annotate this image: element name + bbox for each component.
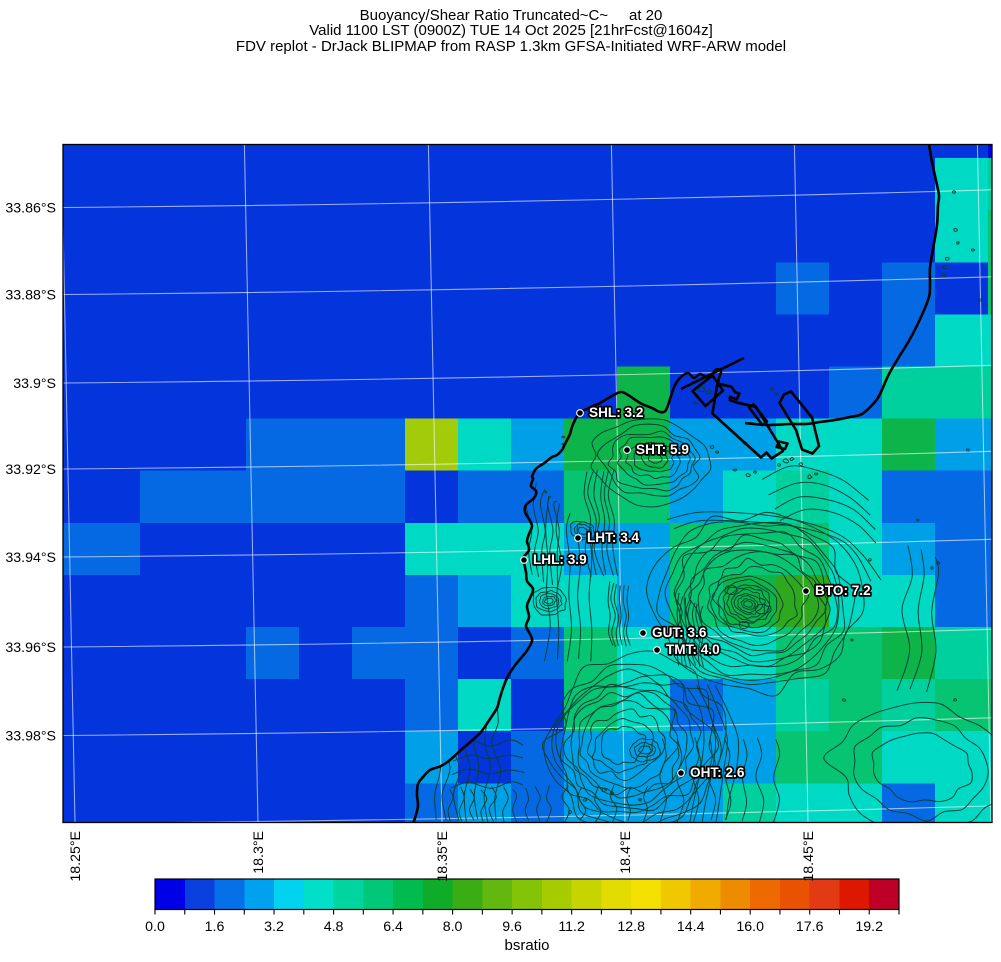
svg-text:OHT: 2.6: OHT: 2.6 <box>690 765 745 780</box>
svg-text:LHT: 3.4: LHT: 3.4 <box>587 530 640 545</box>
svg-text:TMT: 4.0: TMT: 4.0 <box>666 642 720 657</box>
svg-text:33.96°S: 33.96°S <box>5 640 56 656</box>
svg-text:12.8: 12.8 <box>617 919 645 935</box>
svg-text:GUT: 3.6: GUT: 3.6 <box>652 625 707 640</box>
svg-text:33.92°S: 33.92°S <box>5 462 56 478</box>
svg-text:16.0: 16.0 <box>736 919 764 935</box>
svg-text:bsratio: bsratio <box>504 937 549 954</box>
svg-text:11.2: 11.2 <box>558 919 585 935</box>
svg-text:4.8: 4.8 <box>324 919 344 935</box>
svg-text:17.6: 17.6 <box>796 919 824 935</box>
svg-text:14.4: 14.4 <box>677 919 705 935</box>
svg-text:18.3°E: 18.3°E <box>251 831 267 874</box>
svg-text:18.4°E: 18.4°E <box>618 831 634 874</box>
svg-text:SHT: 5.9: SHT: 5.9 <box>636 442 689 457</box>
svg-text:1.6: 1.6 <box>205 919 225 935</box>
svg-text:18.25°E: 18.25°E <box>68 831 84 882</box>
svg-text:BTO: 7.2: BTO: 7.2 <box>815 583 871 598</box>
svg-text:18.35°E: 18.35°E <box>435 831 451 882</box>
svg-text:3.2: 3.2 <box>264 919 284 935</box>
svg-text:33.88°S: 33.88°S <box>5 288 56 304</box>
svg-text:0.0: 0.0 <box>145 919 165 935</box>
svg-text:8.0: 8.0 <box>443 919 463 935</box>
svg-text:18.45°E: 18.45°E <box>801 831 817 882</box>
svg-text:33.86°S: 33.86°S <box>5 201 56 217</box>
svg-text:33.98°S: 33.98°S <box>5 729 56 745</box>
svg-text:33.9°S: 33.9°S <box>13 376 56 392</box>
svg-text:SHL: 3.2: SHL: 3.2 <box>589 405 644 420</box>
svg-text:LHL: 3.9: LHL: 3.9 <box>533 552 587 567</box>
svg-text:6.4: 6.4 <box>383 919 403 935</box>
svg-text:9.6: 9.6 <box>502 919 522 935</box>
svg-text:19.2: 19.2 <box>855 919 883 935</box>
svg-text:33.94°S: 33.94°S <box>5 550 56 566</box>
